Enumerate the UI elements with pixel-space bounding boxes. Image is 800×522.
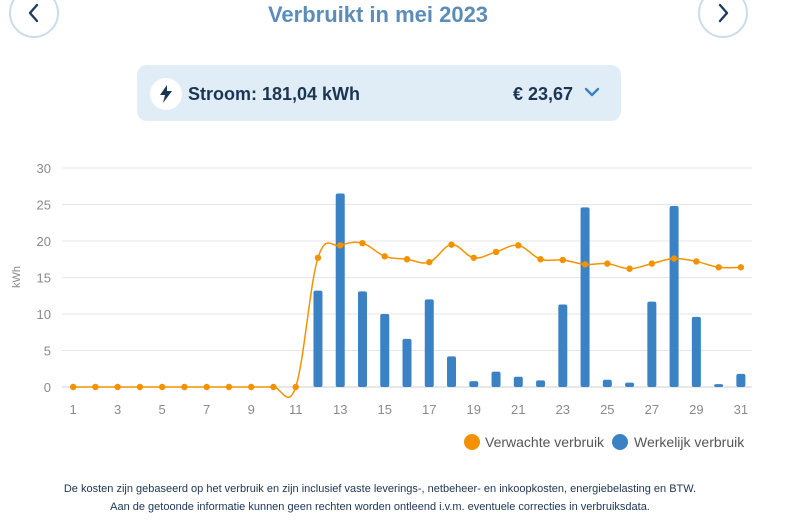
- expected-point: [225, 383, 233, 391]
- x-tick-label: 13: [333, 402, 347, 417]
- expected-point: [92, 383, 99, 391]
- y-tick-label: 30: [37, 161, 51, 176]
- electricity-cost-label: € 23,67: [513, 84, 574, 104]
- x-tick-label: 27: [645, 402, 659, 417]
- bar-actual: [602, 379, 612, 387]
- expected-point: [247, 383, 255, 391]
- bar-actual: [536, 380, 546, 387]
- expected-point: [448, 241, 455, 248]
- expected-point: [181, 383, 188, 391]
- y-tick-label: 10: [37, 307, 51, 322]
- bar-actual: [625, 382, 635, 387]
- expected-point: [492, 248, 500, 256]
- bar-actual: [357, 291, 367, 387]
- bar-actual: [558, 304, 568, 387]
- x-axis-ticks: 1 3 5 7 9 11 13 15 17 19 21 23 25 27 29 31: [70, 402, 749, 417]
- usage-summary-dropdown[interactable]: Stroom: 181,04 kWh € 23,67: [137, 65, 621, 121]
- y-axis-ticks: 0 5 10 15 20 25 30: [37, 161, 51, 395]
- expected-point: [292, 383, 299, 391]
- legend-actual-label: Werkelijk verbruik: [634, 434, 745, 450]
- bar-actual: [736, 373, 746, 387]
- expected-point: [203, 383, 210, 391]
- x-tick-label: 31: [734, 402, 748, 417]
- bar-actual: [335, 193, 345, 387]
- footnote-costs: De kosten zijn gebaseerd op het verbruik…: [63, 483, 697, 495]
- expected-point: [670, 255, 678, 262]
- page-title: Verbruikt in mei 2023: [267, 2, 489, 27]
- expected-point: [470, 254, 477, 261]
- x-tick-label: 1: [70, 402, 77, 417]
- y-tick-label: 0: [44, 380, 51, 395]
- expected-point: [559, 256, 567, 264]
- expected-point: [626, 265, 633, 272]
- expected-point: [359, 239, 366, 247]
- bar-actual: [669, 205, 679, 387]
- expected-point: [537, 256, 544, 263]
- chevron-down-icon: [584, 87, 600, 97]
- lightning-icon: [150, 78, 182, 110]
- legend-expected-marker: [464, 434, 480, 450]
- x-tick-label: 29: [689, 402, 703, 417]
- electricity-usage-label: Stroom: 181,04 kWh: [188, 84, 361, 104]
- expected-point: [693, 258, 700, 265]
- bar-actual: [424, 299, 434, 387]
- expected-point: [604, 260, 611, 267]
- expected-point: [715, 264, 722, 271]
- x-tick-label: 19: [467, 402, 481, 417]
- y-tick-label: 25: [37, 198, 51, 213]
- chart-legend: Verwachte verbruik Werkelijk verbruik: [464, 434, 745, 450]
- x-tick-label: 23: [556, 402, 570, 417]
- y-tick-label: 5: [44, 344, 51, 359]
- expected-point: [69, 383, 77, 391]
- actual-usage-bars: [313, 193, 746, 387]
- expected-point: [314, 254, 322, 261]
- x-tick-label: 15: [378, 402, 392, 417]
- expected-point: [403, 256, 411, 263]
- bar-actual: [402, 338, 412, 387]
- expected-point: [737, 264, 745, 271]
- y-axis-label: kWh: [11, 266, 23, 288]
- expected-point: [581, 261, 589, 268]
- x-tick-label: 11: [289, 402, 303, 417]
- bar-actual: [691, 316, 701, 387]
- expected-point: [136, 383, 144, 391]
- bar-actual: [580, 207, 590, 387]
- expected-point: [426, 258, 433, 266]
- bar-actual: [469, 381, 479, 387]
- y-tick-label: 15: [37, 271, 51, 286]
- expected-usage-line: [69, 239, 745, 398]
- bar-actual: [447, 356, 457, 387]
- x-tick-label: 21: [511, 402, 525, 417]
- x-tick-label: 3: [114, 402, 121, 417]
- bar-actual: [380, 314, 390, 387]
- bar-actual: [513, 376, 523, 387]
- expected-point: [114, 383, 121, 391]
- legend-expected-label: Verwachte verbruik: [485, 434, 605, 450]
- x-tick-label: 7: [203, 402, 210, 417]
- expected-point: [158, 383, 166, 391]
- expected-point: [270, 383, 277, 391]
- x-tick-label: 25: [600, 402, 614, 417]
- chevron-left-icon: [28, 3, 39, 23]
- expected-point: [337, 242, 344, 249]
- expected-point: [648, 260, 656, 267]
- x-tick-label: 17: [422, 402, 436, 417]
- y-tick-label: 20: [37, 234, 51, 249]
- x-tick-label: 5: [159, 402, 166, 417]
- chevron-right-icon: [718, 3, 729, 23]
- expected-point: [515, 242, 522, 249]
- bar-actual: [491, 371, 501, 387]
- bar-actual: [313, 290, 323, 387]
- next-month-button[interactable]: [698, 0, 748, 38]
- expected-point: [381, 253, 388, 260]
- bar-actual: [714, 384, 724, 387]
- bar-actual: [647, 301, 657, 387]
- legend-actual-marker: [612, 434, 628, 450]
- footnote-disclaimer: Aan de getoonde informatie kunnen geen r…: [110, 501, 650, 513]
- previous-month-button[interactable]: [9, 0, 59, 38]
- x-tick-label: 9: [248, 402, 255, 417]
